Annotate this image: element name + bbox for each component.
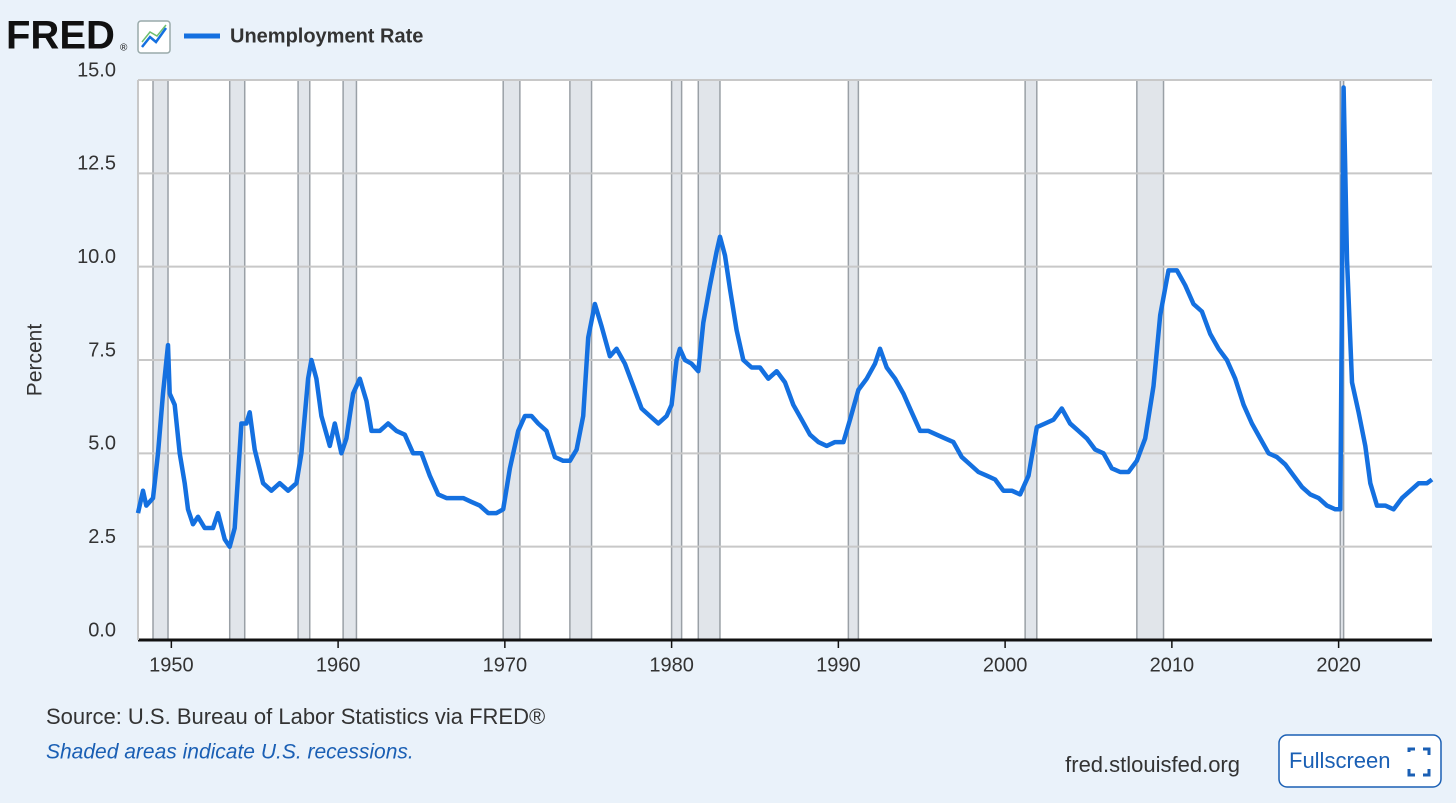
y-tick-label: 2.5 [88, 526, 116, 548]
button-box[interactable] [1278, 734, 1442, 788]
x-tick-label: 2020 [1316, 654, 1361, 676]
y-tick-label: 5.0 [88, 433, 116, 455]
y-tick-label: 7.5 [88, 339, 116, 361]
source: Source: U.S. Bureau of Labor Statistics … [46, 704, 545, 729]
x-tick-label: 1960 [316, 654, 361, 676]
y-axis-label: Percent [24, 324, 47, 397]
x-tick-label: 2010 [1150, 654, 1195, 676]
y-tick-label: 12.5 [77, 153, 116, 175]
y-tick-label: 0.0 [88, 619, 116, 641]
x-tick-label: 1980 [649, 654, 694, 676]
fullscreen-icon[interactable] [1407, 747, 1431, 777]
note: Shaded areas indicate U.S. recessions. [46, 741, 414, 764]
x-tick-label: 1970 [483, 654, 528, 676]
legend-label: Unemployment Rate [230, 25, 423, 47]
x-tick-label: 1990 [816, 654, 861, 676]
x-tick-label: 1950 [149, 654, 194, 676]
logo: FRED [6, 14, 115, 58]
y-tick-label: 10.0 [77, 246, 116, 268]
y-tick-label: 15.0 [77, 59, 116, 81]
logo-icon [137, 20, 171, 54]
series-line [135, 85, 1434, 549]
button-label[interactable]: Fullscreen [1289, 748, 1390, 773]
fullscreen-button[interactable]: Fullscreen [1278, 734, 1442, 788]
site: fred.stlouisfed.org [1065, 752, 1240, 777]
x-tick-label: 2000 [983, 654, 1028, 676]
logo-mark: ® [120, 43, 128, 54]
